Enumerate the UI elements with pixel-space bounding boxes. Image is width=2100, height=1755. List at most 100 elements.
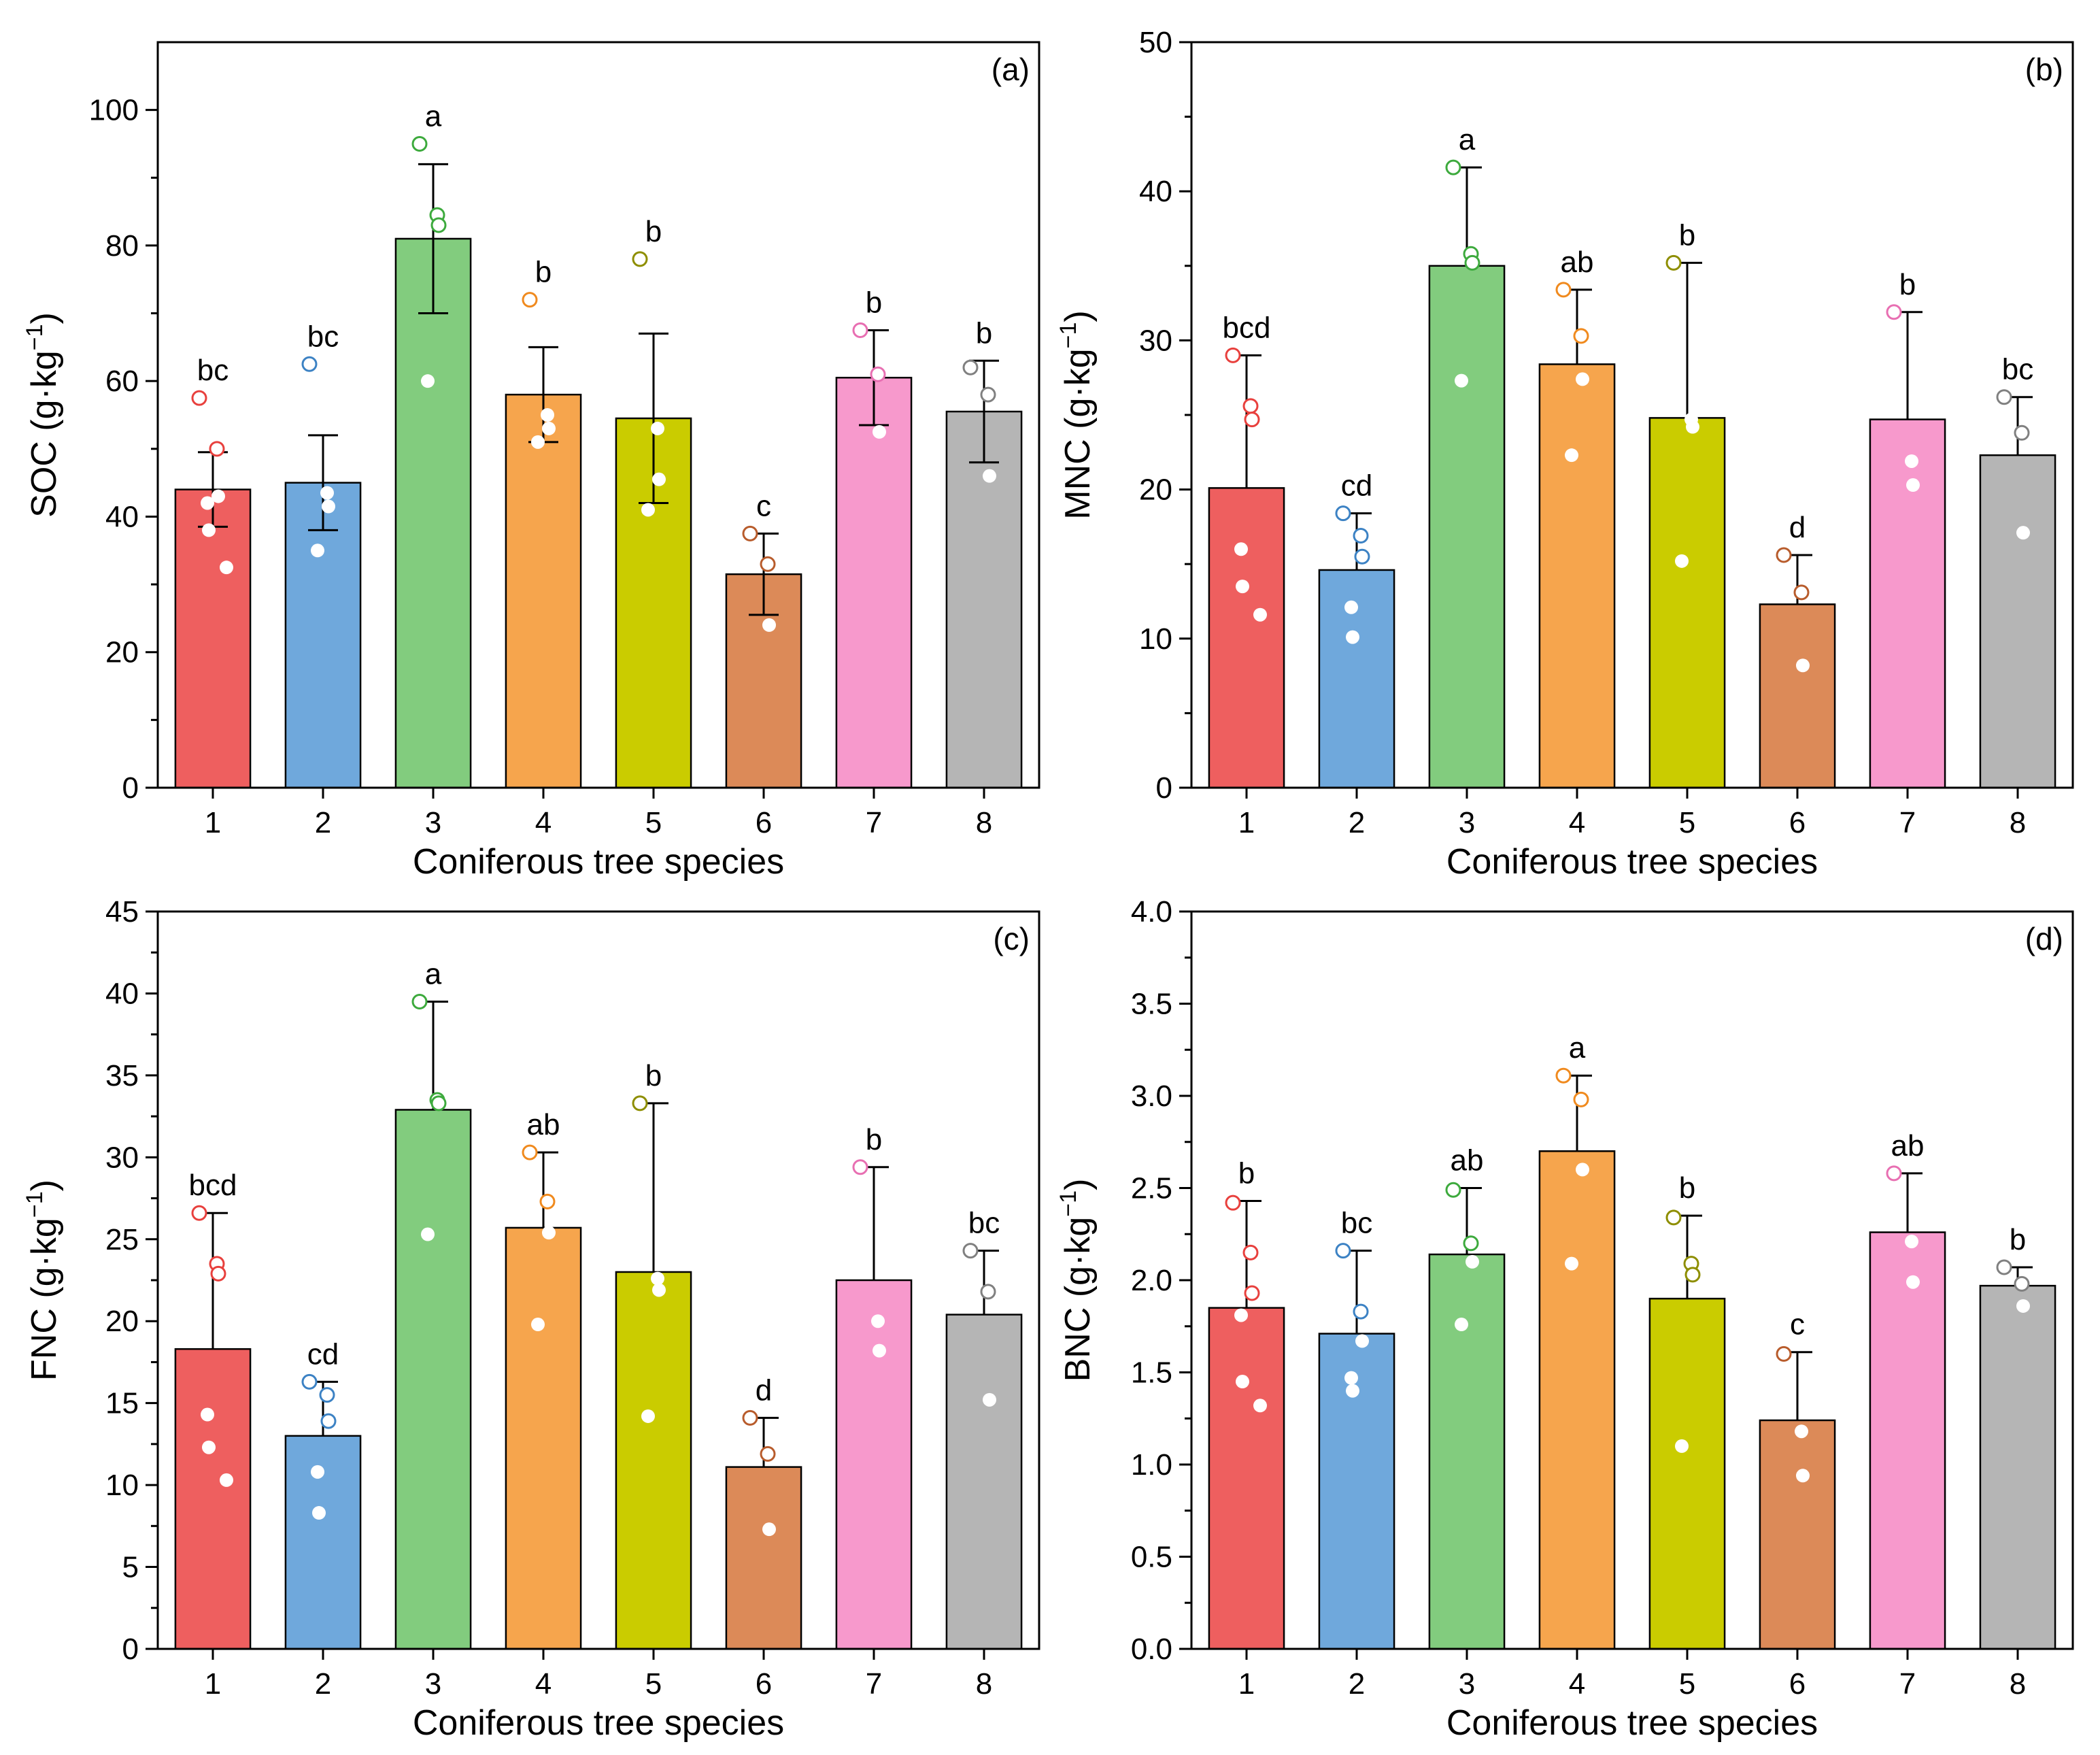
y-tick-label: 50	[1139, 26, 1172, 59]
data-point	[531, 1318, 545, 1332]
data-point	[651, 421, 664, 435]
x-tick-label: 7	[1899, 806, 1916, 839]
significance-letter: bc	[968, 1207, 1000, 1240]
significance-letter: c	[756, 489, 771, 522]
data-point	[1353, 528, 1369, 544]
data-point	[322, 499, 335, 514]
data-point	[1244, 412, 1260, 428]
data-point	[1335, 505, 1351, 522]
data-point	[1675, 554, 1689, 568]
panel-label: (a)	[992, 52, 1030, 87]
data-point	[1335, 1243, 1351, 1259]
bar-7	[1869, 418, 1946, 789]
data-point	[1555, 282, 1572, 298]
y-tick-label: 25	[105, 1223, 139, 1256]
data-point	[1795, 1424, 1808, 1439]
data-point	[962, 1243, 979, 1259]
x-axis-title: Coniferous tree species	[1446, 1703, 1818, 1743]
data-point	[1242, 1244, 1259, 1260]
panel-3: 0 5 10 15 20 25 30 35 40 45 bcd 1 cd 2 a 3 ab 4 b 5 d 6 b 7 bc 8 (…	[22, 895, 1040, 1743]
plot-frame	[1190, 910, 2074, 1650]
y-axis-title-exponent: −1	[22, 324, 48, 350]
significance-letter: b	[1679, 218, 1695, 252]
bar-8	[945, 1314, 1023, 1650]
data-point	[632, 1095, 648, 1112]
significance-letter: b	[1899, 268, 1916, 301]
x-tick-label: 2	[1349, 806, 1365, 839]
y-tick-label: 0	[1156, 771, 1172, 805]
bar-7	[835, 376, 913, 789]
data-point	[211, 489, 225, 503]
x-tick-label: 4	[1569, 1667, 1585, 1701]
data-point	[1234, 1308, 1248, 1322]
data-point	[641, 503, 655, 517]
significance-letter: d	[1789, 511, 1806, 544]
x-tick-label: 7	[866, 806, 882, 839]
y-tick-label: 3.5	[1131, 988, 1172, 1021]
y-tick-label: 60	[105, 365, 139, 398]
bar-1	[174, 1348, 252, 1650]
significance-letter: a	[1569, 1031, 1586, 1065]
data-point	[311, 544, 324, 558]
data-point	[311, 1465, 324, 1479]
data-point	[1776, 547, 1792, 563]
x-tick-label: 6	[756, 806, 772, 839]
data-point	[1576, 372, 1589, 386]
plot-frame	[156, 910, 1040, 1650]
data-point	[201, 1407, 214, 1422]
data-point	[760, 1445, 776, 1462]
data-point	[411, 993, 428, 1009]
data-point	[873, 1343, 886, 1358]
data-point	[1996, 1259, 2012, 1275]
bar-3	[394, 1109, 472, 1650]
y-tick-label: 10	[1139, 622, 1172, 656]
significance-letter: b	[535, 256, 552, 289]
x-tick-label: 5	[645, 806, 662, 839]
bar-5	[1648, 1297, 1726, 1650]
data-point	[201, 496, 214, 510]
data-point	[1686, 420, 1699, 434]
y-tick-label: 10	[105, 1469, 139, 1502]
x-tick-label: 5	[1679, 806, 1695, 839]
data-point	[1236, 1375, 1249, 1389]
data-point	[320, 486, 334, 500]
data-point	[1242, 398, 1259, 414]
y-tick-label: 80	[105, 229, 139, 263]
bar-4	[505, 393, 582, 789]
data-point	[1346, 630, 1359, 644]
bar-4	[1538, 1150, 1616, 1650]
data-point	[421, 1227, 435, 1241]
data-point	[1253, 607, 1267, 622]
data-point	[983, 1392, 996, 1407]
x-tick-label: 4	[1569, 806, 1585, 839]
bar-8	[945, 410, 1023, 789]
data-point	[1573, 1091, 1589, 1107]
x-axis-title: Coniferous tree species	[413, 842, 784, 882]
data-point	[1776, 1346, 1792, 1362]
bar-1	[174, 488, 252, 789]
y-axis-title-exponent: −1	[1055, 1190, 1081, 1217]
data-point	[191, 390, 207, 406]
y-axis-title-exponent: −1	[22, 1191, 48, 1218]
data-point	[1796, 1469, 1810, 1483]
panel-2: 0 10 20 30 40 50 bcd 1 cd 2 a 3 ab 4 b 5 d 6 b 7 bc 8 (b) Conif…	[1055, 26, 2074, 882]
data-point	[1793, 584, 1810, 601]
significance-letter: bc	[307, 320, 339, 353]
data-point	[652, 1283, 666, 1297]
x-tick-label: 7	[866, 1667, 882, 1701]
data-point	[539, 1193, 556, 1209]
data-point	[632, 251, 648, 267]
data-point	[411, 135, 428, 152]
y-tick-label: 1.5	[1131, 1356, 1172, 1390]
data-point	[962, 359, 979, 375]
y-axis-title: FNC (g·kg−1)	[22, 1180, 64, 1381]
x-tick-label: 3	[1459, 1667, 1475, 1701]
data-point	[430, 1095, 447, 1112]
y-tick-label: 40	[105, 977, 139, 1010]
significance-letter: b	[1238, 1156, 1255, 1190]
y-axis-title-main: MNC (g·kg	[1058, 348, 1098, 519]
bar-6	[1759, 1419, 1836, 1650]
data-point	[983, 469, 996, 483]
data-point	[852, 1159, 868, 1175]
